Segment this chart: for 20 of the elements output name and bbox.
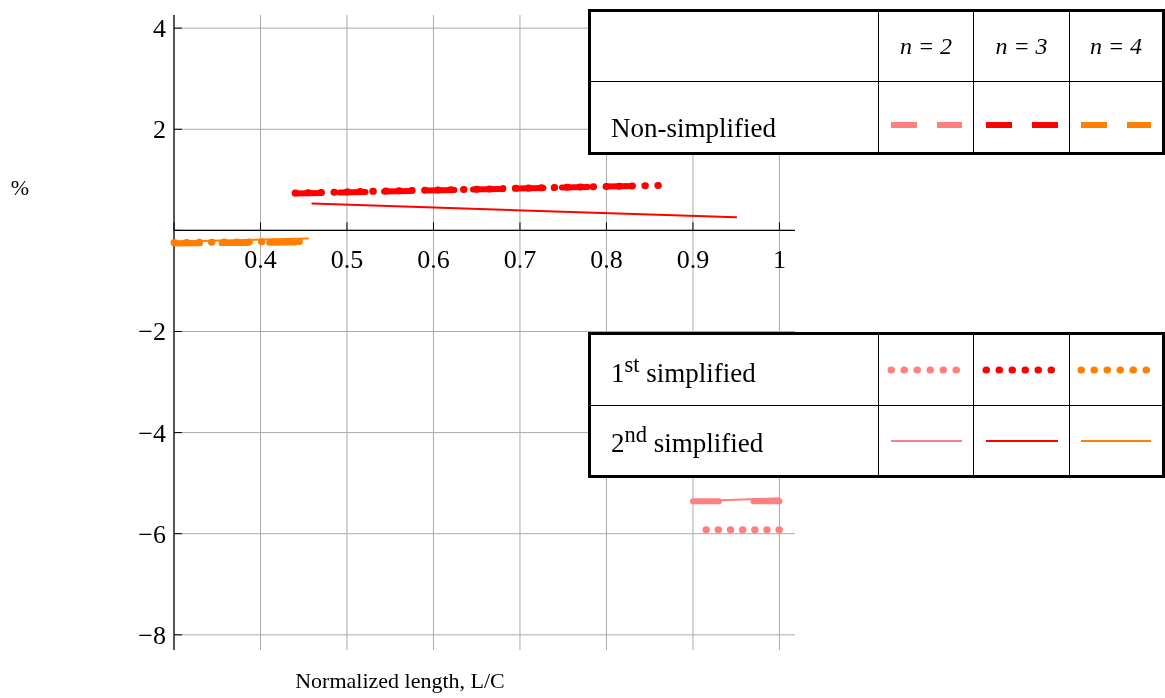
annotation: 1$^{st}$ simplified — [611, 351, 756, 388]
y-tick-label: 2 — [153, 115, 166, 145]
x-tick-label: 0.5 — [330, 245, 364, 275]
key-table: n = 2 n = 3 n = 4 Non-simplified — [588, 9, 1165, 155]
x-tick-label: 0.4 — [244, 245, 277, 275]
y-tick-label: −4 — [138, 418, 166, 448]
x-tick-label: 0.7 — [503, 245, 537, 275]
y-tick-label: −8 — [138, 620, 166, 650]
y-tick-label: −6 — [138, 519, 166, 549]
x-tick-label: 1 — [772, 245, 786, 275]
x-tick-label: 0.9 — [676, 245, 710, 275]
y-tick-label: −2 — [138, 317, 166, 347]
x-tick-label: 0.8 — [590, 245, 623, 275]
annotation: 2$^{nd}$ simplified — [611, 422, 764, 458]
x-tick-label: 0.6 — [417, 245, 450, 275]
y-tick-label: 4 — [153, 14, 166, 44]
annotation: Non-simplified — [611, 113, 776, 143]
x-axis-title: Normalized length, L/C — [295, 668, 505, 693]
key-table: 1$^{st}$ simplified 2$^{nd}$ simplified — [588, 332, 1165, 478]
y-axis-title: % — [10, 175, 30, 200]
